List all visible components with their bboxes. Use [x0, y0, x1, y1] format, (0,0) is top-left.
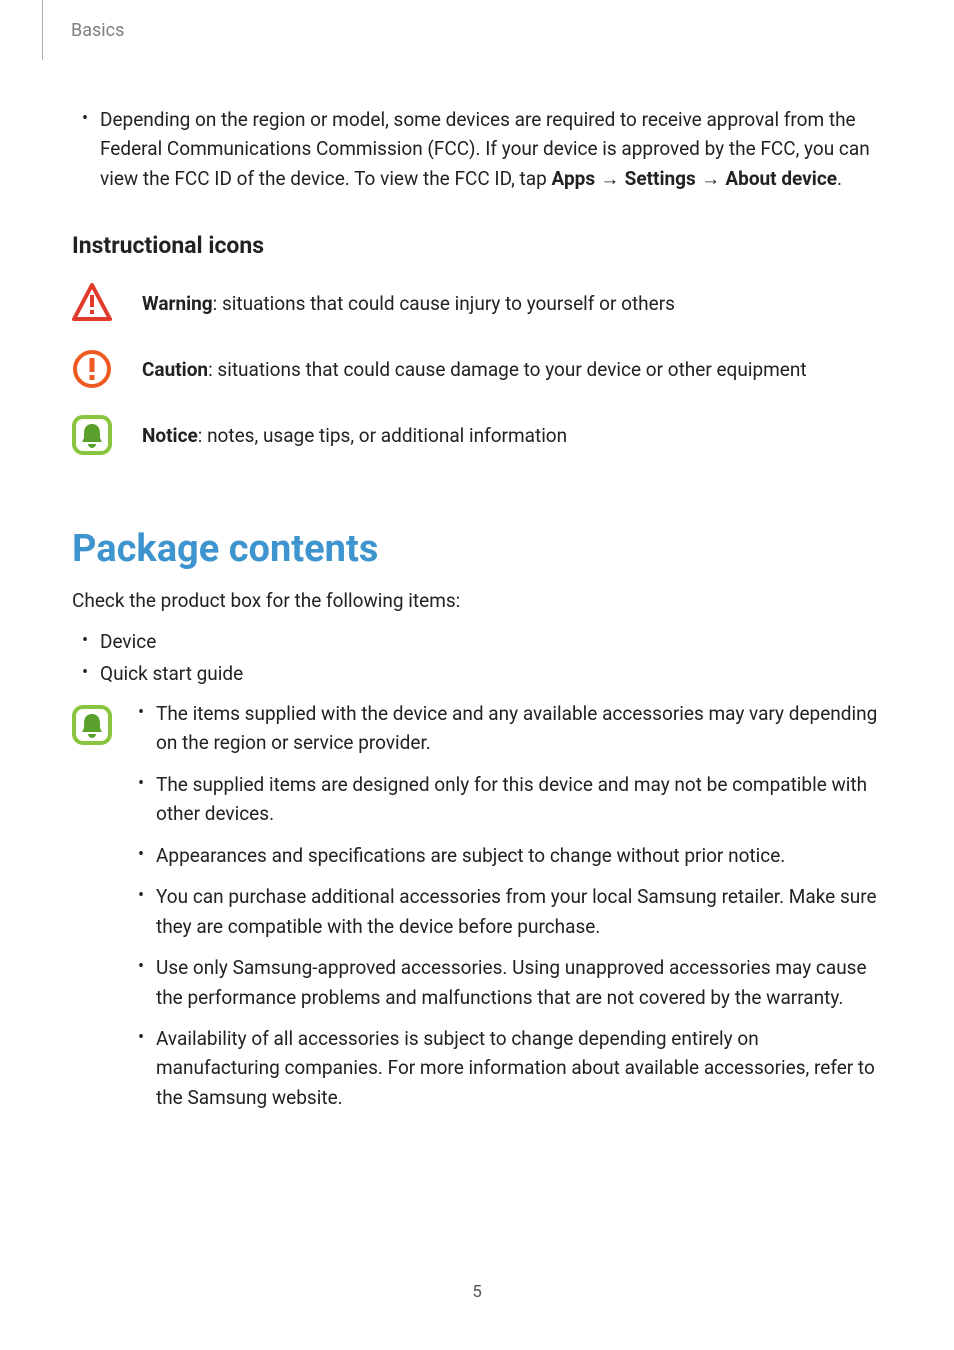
warning-text: Warning: situations that could cause inj…	[142, 292, 675, 315]
list-item: The supplied items are designed only for…	[156, 770, 882, 829]
warning-row: Warning: situations that could cause inj…	[72, 283, 882, 323]
warning-icon	[72, 283, 112, 323]
caution-text: Caution: situations that could cause dam…	[142, 358, 807, 381]
notice-icon	[72, 415, 112, 455]
header-bar: Basics	[42, 0, 124, 60]
arrow-icon: →	[696, 169, 726, 190]
fcc-period: .	[837, 167, 842, 190]
page-content: Depending on the region or model, some d…	[0, 0, 954, 1124]
package-contents-heading: Package contents	[72, 527, 882, 571]
package-notes-list: The items supplied with the device and a…	[134, 699, 882, 1124]
warning-label: Warning	[142, 292, 213, 315]
caution-desc: : situations that could cause damage to …	[208, 358, 806, 381]
fcc-bullet-list: Depending on the region or model, some d…	[72, 105, 882, 194]
fcc-path-apps: Apps	[552, 167, 596, 190]
list-item: The items supplied with the device and a…	[156, 699, 882, 758]
notice-desc: : notes, usage tips, or additional infor…	[198, 424, 567, 447]
list-item: Availability of all accessories is subje…	[156, 1024, 882, 1112]
fcc-bullet-item: Depending on the region or model, some d…	[100, 105, 882, 194]
notice-icon	[72, 705, 112, 745]
header-section-label: Basics	[71, 20, 124, 41]
list-item: You can purchase additional accessories …	[156, 882, 882, 941]
notice-label: Notice	[142, 424, 198, 447]
arrow-icon: →	[595, 169, 625, 190]
notice-row: Notice: notes, usage tips, or additional…	[72, 415, 882, 455]
notice-text: Notice: notes, usage tips, or additional…	[142, 424, 567, 447]
list-item: Device	[100, 626, 882, 657]
warning-desc: : situations that could cause injury to …	[213, 292, 675, 315]
fcc-path-settings: Settings	[625, 167, 696, 190]
list-item: Quick start guide	[100, 658, 882, 689]
package-notice-block: The items supplied with the device and a…	[72, 699, 882, 1124]
caution-icon	[72, 349, 112, 389]
package-items-list: Device Quick start guide	[72, 626, 882, 689]
list-item: Use only Samsung-approved accessories. U…	[156, 953, 882, 1012]
package-intro: Check the product box for the following …	[72, 589, 882, 612]
instructional-icons-heading: Instructional icons	[72, 232, 882, 259]
page-number: 5	[0, 1282, 954, 1302]
caution-row: Caution: situations that could cause dam…	[72, 349, 882, 389]
caution-label: Caution	[142, 358, 208, 381]
list-item: Appearances and specifications are subje…	[156, 841, 882, 870]
fcc-path-about: About device	[725, 167, 837, 190]
